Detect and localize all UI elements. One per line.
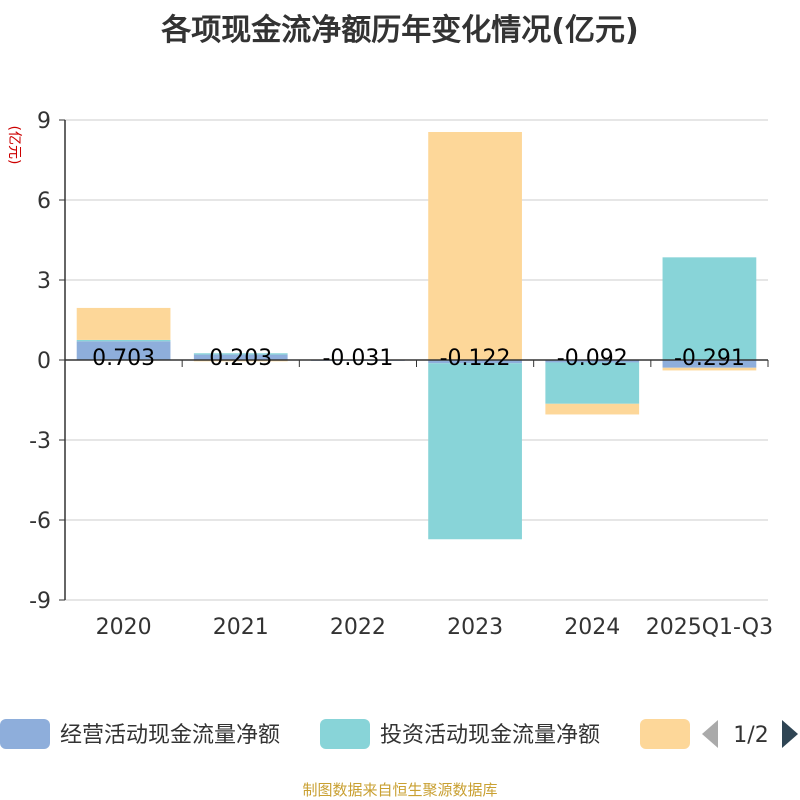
- x-tick-label: 2024: [564, 615, 620, 640]
- y-tick-label: -6: [29, 509, 51, 534]
- bar-series-2: [428, 363, 522, 540]
- bar-series-2: [662, 257, 757, 360]
- axes-group: 9 6 3 0 -3 -6 -9 2020 2021 2022 2023 2024 2025Q1-Q3: [29, 109, 773, 640]
- bar-series-2: [193, 353, 288, 355]
- y-axis-label: (亿元): [6, 126, 22, 165]
- bars-group: [76, 132, 757, 540]
- chart-title: 各项现金流净额历年变化情况(亿元): [160, 13, 638, 48]
- legend-label-2: 投资活动现金流量净额: [380, 723, 600, 748]
- y-tick-label: -9: [29, 589, 51, 614]
- y-tick-label: 0: [37, 349, 51, 374]
- bar-series-3: [662, 367, 757, 371]
- data-label: 0.703: [92, 346, 155, 371]
- bar-series-1: [545, 360, 640, 363]
- bar-series-3: [545, 403, 640, 415]
- legend-next-page-icon[interactable]: [782, 720, 798, 748]
- legend-swatch-3: [640, 719, 690, 749]
- legend: 经营活动现金流量净额 投资活动现金流量净额 1/2: [0, 719, 798, 749]
- bar-series-1: [76, 341, 171, 360]
- bar-series-3: [76, 307, 171, 340]
- bar-series-2: [76, 339, 171, 342]
- y-tick-label: 6: [37, 189, 51, 214]
- data-labels-group: 0.703 0.203 -0.031 -0.122 -0.092 -0.291: [92, 346, 745, 371]
- x-tick-label: 2021: [213, 615, 269, 640]
- data-label: 0.203: [209, 346, 272, 371]
- data-label: -0.031: [322, 346, 393, 371]
- x-tick-label: 2023: [447, 615, 503, 640]
- legend-swatch-2: [320, 719, 370, 749]
- legend-label-1: 经营活动现金流量净额: [60, 723, 280, 748]
- y-tick-label: 9: [37, 109, 51, 134]
- bar-series-2: [545, 362, 640, 404]
- x-tick-label: 2020: [96, 615, 152, 640]
- x-tick-label: 2025Q1-Q3: [646, 615, 773, 640]
- x-tick-label: 2022: [330, 615, 386, 640]
- y-tick-label: -3: [29, 429, 51, 454]
- data-label: -0.291: [674, 346, 745, 371]
- legend-swatch-1: [0, 719, 50, 749]
- bar-series-1: [193, 354, 288, 360]
- legend-prev-page-icon[interactable]: [702, 720, 718, 748]
- y-tick-label: 3: [37, 269, 51, 294]
- legend-page-indicator: 1/2: [733, 723, 768, 748]
- bar-series-1: [428, 360, 522, 364]
- source-note: 制图数据来自恒生聚源数据库: [302, 781, 497, 799]
- data-label: -0.122: [440, 346, 511, 371]
- bar-series-3: [428, 132, 522, 360]
- bar-series-1: [662, 360, 757, 368]
- data-label: -0.092: [557, 346, 628, 371]
